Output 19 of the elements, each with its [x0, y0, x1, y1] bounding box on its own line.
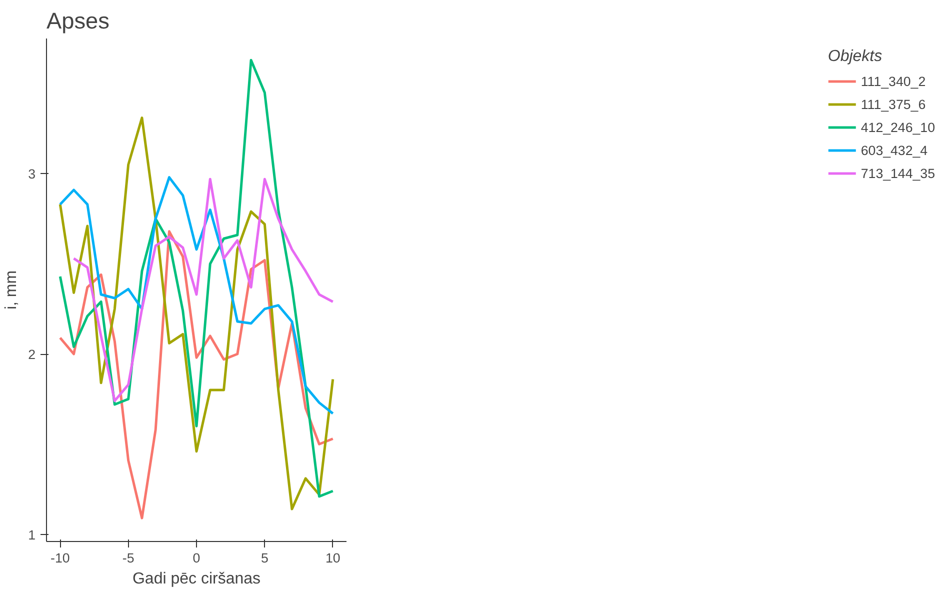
y-tick-label: 3 — [28, 166, 36, 182]
line-series — [58, 58, 334, 498]
y-tick-label: 2 — [28, 347, 36, 362]
legend-label: 111_340_2 — [860, 74, 926, 88]
x-tick-label: -5 — [122, 550, 134, 566]
x-tick-label: 0 — [192, 550, 200, 566]
legend-label: 603_432_4 — [860, 142, 928, 158]
legend-label: 713_144_35 — [860, 166, 935, 180]
legend-label: 111_375_6 — [860, 96, 926, 112]
y-axis-title: i, mm — [3, 270, 20, 310]
x-tick-label: -10 — [50, 550, 70, 566]
y-tick-label: 1 — [28, 527, 36, 542]
legend-title: Objekts — [828, 48, 884, 66]
x-axis-title: Gadi pēc ciršanas — [132, 570, 261, 588]
legend-label: 412_246_10 — [860, 120, 935, 134]
x-tick-label: 10 — [325, 550, 340, 566]
chart-title: Apses — [46, 8, 110, 34]
line-series — [58, 116, 334, 510]
x-tick-label: 5 — [260, 550, 268, 566]
